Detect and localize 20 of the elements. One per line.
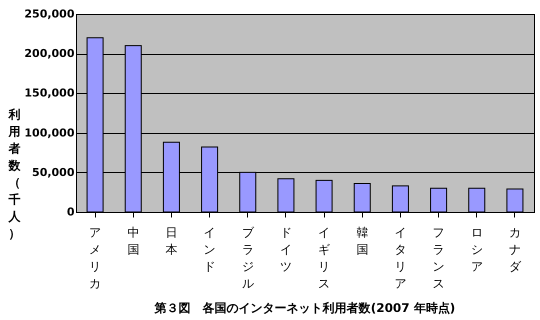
- x-tick-label: 中国: [127, 226, 140, 256]
- text: 第３図 各国のインターネット利用者数(2007 年時点): [154, 301, 456, 315]
- y-tick-label: 100,000: [24, 126, 75, 140]
- x-tick-label: アメリカ: [89, 226, 102, 290]
- x-tick-label: イタリア: [394, 226, 406, 290]
- x-tick-label: 韓国: [356, 226, 368, 256]
- x-tick-label: ロシア: [470, 226, 483, 274]
- x-tick-label: 日本: [165, 226, 178, 256]
- x-tick-label: カナダ: [508, 226, 522, 274]
- x-tick-label: インド: [204, 226, 216, 274]
- x-tick-label: フランス: [432, 226, 445, 290]
- y-tick-label: 200,000: [24, 47, 75, 60]
- x-tick-label: ドイツ: [280, 226, 292, 274]
- x-tick-label: イギリス: [318, 226, 330, 290]
- y-axis-title: 利用者数（千人）: [8, 108, 22, 240]
- y-tick-label: 250,000: [24, 8, 75, 20]
- y-tick-label: 50,000: [32, 166, 75, 179]
- y-tick-label: 0: [66, 206, 75, 218]
- x-tick-label: ブラジル: [242, 226, 255, 290]
- y-tick-label: 150,000: [24, 86, 75, 100]
